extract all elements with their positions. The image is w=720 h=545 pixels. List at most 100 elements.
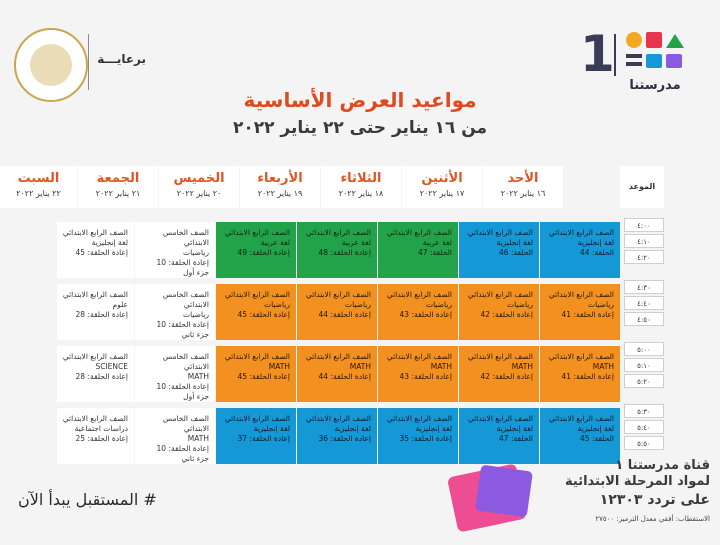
schedule-cell: الصف الخامس الابتدائي رياضيات إعادة الحلقة… <box>135 222 215 278</box>
cell-line: SCIENCE <box>95 362 128 371</box>
cell-line: لغة إنجليزية <box>577 238 614 247</box>
schedule-cell: الصف الرابع الابتدائي لغة إنجليزية إعادة ا… <box>378 408 458 464</box>
cell-line: الصف الخامس الابتدائي <box>162 414 209 433</box>
cell-line: رياضيات <box>264 300 290 309</box>
cell-line: إعادة الحلقة: 37 <box>237 434 290 443</box>
page-subtitle: من ١٦ يناير حتى ٢٢ يناير ٢٠٢٢ <box>232 118 488 138</box>
schedule-cell: الصف الرابع الابتدائي لغة إنجليزية إعادة ا… <box>57 222 134 278</box>
schedule-cell: الصف الرابع الابتدائي رياضيات إعادة الحلقة… <box>216 284 296 340</box>
schedule-cell: الصف الرابع الابتدائي لغة إنجليزية الحلقة:… <box>540 222 620 278</box>
cell-line: إعادة الحلقة: 35 <box>399 434 452 443</box>
day-date: ٢٠ يناير ٢٠٢٢ <box>176 189 222 198</box>
cell-line: لغة إنجليزية <box>415 424 452 433</box>
schedule-cell: الصف الرابع الابتدائي لغة عربية إعادة الحل… <box>297 222 377 278</box>
day-date: ١٩ يناير ٢٠٢٢ <box>257 189 303 198</box>
cell-line: إعادة الحلقة: 48 <box>318 248 371 257</box>
cell-line: الصف الرابع الابتدائي <box>305 414 371 423</box>
cell-line: الصف الرابع الابتدائي <box>467 228 533 237</box>
cell-line: رياضيات <box>507 300 533 309</box>
cell-line: الصف الرابع الابتدائي <box>305 290 371 299</box>
day-name: الأربعاء <box>257 171 303 186</box>
cell-line: الصف الرابع الابتدائي <box>62 414 128 423</box>
cell-line: الصف الخامس الابتدائي <box>162 290 209 309</box>
cell-line: الصف الرابع الابتدائي <box>224 290 290 299</box>
cell-line: إعادة الحلقة: 43 <box>399 372 452 381</box>
cell-line: الحلقة: 47 <box>418 248 452 257</box>
schedule-cell: الصف الرابع الابتدائي علوم إعادة الحلقة: 2… <box>57 284 134 340</box>
cell-line: إعادة الحلقة: 45 <box>75 248 128 257</box>
channel-frequency: على تردد ١٢٣٠٣ <box>599 492 710 508</box>
time-slot: ٥:١٠ <box>624 358 664 372</box>
schedule-cell: الصف الرابع الابتدائي لغة إنجليزية الحلقة:… <box>540 408 620 464</box>
cell-line: الصف الرابع الابتدائي <box>224 414 290 423</box>
schedule-cell: الصف الرابع الابتدائي رياضيات إعادة الحلقة… <box>540 284 620 340</box>
cell-line: إعادة الحلقة: 10 <box>156 258 209 267</box>
day-name: الأحد <box>507 171 539 186</box>
cell-line: إعادة الحلقة: 28 <box>75 310 128 319</box>
cell-line: إعادة الحلقة: 42 <box>480 310 533 319</box>
channel-name: قناة مدرستنا ١ <box>615 458 710 473</box>
page-title: مواعيد العرض الأساسية <box>243 88 477 112</box>
day-header-sunday: الأحد ١٦ يناير ٢٠٢٢ <box>483 166 563 208</box>
day-date: ١٨ يناير ٢٠٢٢ <box>338 189 384 198</box>
notebook-purple-icon <box>475 464 533 518</box>
cell-line: MATH <box>430 362 452 371</box>
day-header-monday: الأثنين ١٧ يناير ٢٠٢٢ <box>402 166 482 208</box>
cell-line: إعادة الحلقة: 42 <box>480 372 533 381</box>
day-name: الخميس <box>173 171 225 186</box>
cell-line: رياضيات <box>588 300 614 309</box>
day-date: ٢٢ يناير ٢٠٢٢ <box>16 189 61 198</box>
brand-name: مدرستنا <box>629 78 681 93</box>
day-header-tuesday: الثلاثاء ١٨ يناير ٢٠٢٢ <box>321 166 401 208</box>
cell-line: إعادة الحلقة: 45 <box>237 310 290 319</box>
cell-line: الصف الخامس الابتدائي <box>162 228 209 247</box>
sponsor-label: برعايـــة <box>97 52 146 66</box>
channel-subject: لمواد المرحلة الابتدائية <box>565 474 710 489</box>
cell-line: جزء ثاني <box>181 330 209 339</box>
schedule-cell: الصف الرابع الابتدائي لغة إنجليزية إعادة ا… <box>297 408 377 464</box>
cell-line: MATH <box>349 362 371 371</box>
cell-line: لغة إنجليزية <box>496 424 533 433</box>
cell-line: MATH <box>268 362 290 371</box>
time-slot: ٤:٢٠ <box>624 250 664 264</box>
cell-line: الحلقة: 46 <box>499 248 533 257</box>
cell-line: الصف الخامس الابتدائي <box>162 352 209 371</box>
cell-line: الصف الرابع الابتدائي <box>548 352 614 361</box>
brand-divider <box>614 34 616 76</box>
cell-line: لغة إنجليزية <box>91 238 128 247</box>
cell-line: جزء أول <box>183 392 209 401</box>
time-column-header: الموعد <box>620 166 664 208</box>
time-slot: ٥:٠٠ <box>624 342 664 356</box>
cell-line: الصف الرابع الابتدائي <box>224 352 290 361</box>
cell-line: إعادة الحلقة: 44 <box>318 372 371 381</box>
day-name: السبت <box>17 171 60 186</box>
day-date: ١٦ يناير ٢٠٢٢ <box>500 189 546 198</box>
time-slot: ٥:٣٠ <box>624 404 664 418</box>
cell-line: إعادة الحلقة: 41 <box>561 310 614 319</box>
cell-line: رياضيات <box>183 248 209 257</box>
cell-line: لغة إنجليزية <box>253 424 290 433</box>
cell-line: دراسات اجتماعية <box>74 424 128 433</box>
schedule-cell: الصف الخامس الابتدائي MATH إعادة الحلقة: 1… <box>135 346 215 402</box>
cell-line: الصف الرابع الابتدائي <box>62 228 128 237</box>
day-name: الأثنين <box>421 171 463 186</box>
cell-line: الصف الرابع الابتدائي <box>467 414 533 423</box>
cell-line: لغة عربية <box>422 238 452 247</box>
cell-line: الصف الرابع الابتدائي <box>305 352 371 361</box>
brand-number: 1 <box>580 25 615 83</box>
cell-line: الصف الرابع الابتدائي <box>305 228 371 237</box>
day-name: الجمعة <box>96 171 140 186</box>
cell-line: الحلقة: 45 <box>580 434 614 443</box>
day-name: الثلاثاء <box>340 171 382 186</box>
cell-line: MATH <box>187 372 209 381</box>
cell-line: MATH <box>187 434 209 443</box>
cell-line: إعادة الحلقة: 10 <box>156 444 209 453</box>
cell-line: جزء أول <box>183 268 209 277</box>
time-slot: ٤:١٠ <box>624 234 664 248</box>
cell-line: MATH <box>592 362 614 371</box>
schedule-cell: الصف الرابع الابتدائي رياضيات إعادة الحلقة… <box>459 284 539 340</box>
schedule-cell: الصف الرابع الابتدائي لغة عربية إعادة الحل… <box>216 222 296 278</box>
cell-line: إعادة الحلقة: 44 <box>318 310 371 319</box>
cell-line: إعادة الحلقة: 36 <box>318 434 371 443</box>
